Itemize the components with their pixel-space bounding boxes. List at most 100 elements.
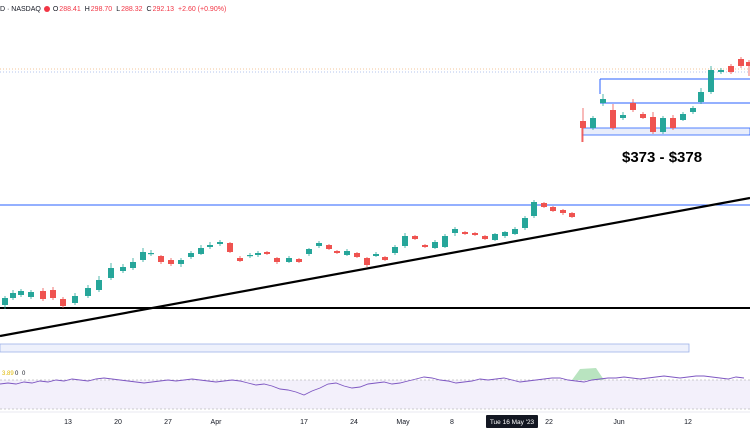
candle-body (442, 236, 448, 247)
candle-body (650, 117, 656, 132)
candle-body (264, 252, 270, 254)
indicator-label-c: 0 (22, 371, 26, 377)
candle-body (286, 258, 292, 262)
candle-body (531, 202, 537, 216)
candle-body (680, 114, 686, 120)
range-box-bottom (0, 343, 690, 353)
candle-body (140, 252, 146, 260)
candle-body (158, 256, 164, 262)
candle-body (198, 248, 204, 254)
candle-body (40, 291, 46, 299)
candle-body (326, 245, 332, 249)
candle-body (85, 288, 91, 296)
x-tick-label: 13 (64, 419, 72, 426)
candle-body (502, 232, 508, 236)
candle-body (50, 290, 56, 298)
candle-body (60, 299, 66, 306)
price-range-annotation: $373 - $378 (622, 149, 702, 166)
candle-body (354, 253, 360, 257)
close-label: C (146, 5, 152, 13)
candle-body (422, 245, 428, 247)
candle-body (522, 218, 528, 228)
candle-body (640, 114, 646, 118)
x-tick-label: 17 (300, 419, 308, 426)
x-tick-label: Jun (613, 419, 624, 426)
high-label: H (84, 5, 90, 13)
time-axis: 13 20 27 Apr 17 24 May 8 Tue 16 May '23 22 Jun 12 (64, 415, 692, 428)
candle-body (660, 118, 666, 132)
candle-body (432, 242, 438, 248)
candle-body (550, 207, 556, 211)
candle-body (364, 258, 370, 265)
low-label: L (116, 5, 121, 13)
candle-body (690, 108, 696, 112)
x-tick-label: 24 (350, 419, 358, 426)
candle-body (18, 291, 24, 295)
indicator-label-a: 3.89 (2, 371, 14, 377)
open-value: 288.41 (59, 5, 81, 13)
candle-body (402, 236, 408, 246)
candle-body (296, 259, 302, 262)
open-label: O (52, 5, 59, 13)
x-tick-label: May (396, 419, 410, 426)
candle-body (482, 236, 488, 239)
candle-body (120, 267, 126, 271)
candle-body (237, 258, 243, 261)
candle-body (306, 249, 312, 254)
candle-body (452, 229, 458, 233)
candle-body (738, 59, 744, 66)
candle-body (255, 253, 261, 255)
candle-body (512, 229, 518, 234)
candle-body (412, 236, 418, 239)
candle-body (2, 298, 8, 305)
candle-body (274, 258, 280, 262)
candle-body (227, 243, 233, 252)
candle-body (373, 254, 379, 256)
candle-body (392, 247, 398, 253)
candle-body (217, 242, 223, 244)
indicator-line (0, 375, 745, 396)
x-tick-label: 20 (114, 419, 122, 426)
candle-body (472, 233, 478, 235)
market-status-icon (43, 6, 50, 12)
x-tick-label: 27 (164, 419, 172, 426)
candle-body (630, 103, 636, 110)
candle-body (698, 92, 704, 102)
candle-body (541, 203, 547, 207)
trendline (0, 196, 750, 338)
x-tick-label: Tue 16 May '23 (490, 419, 535, 426)
candle-body (96, 280, 102, 290)
x-tick-label: 22 (545, 419, 553, 426)
indicator-overbought-fill (572, 368, 604, 380)
x-tick-label: Apr (211, 419, 223, 426)
candle-body (28, 292, 34, 297)
candle-body (580, 121, 586, 128)
candle-body (382, 257, 388, 260)
x-tick-label: 8 (450, 419, 454, 426)
close-value: 292.13 (152, 5, 175, 13)
chart-header: D · NASDAQ O 288.41 H 298.70 L 288.32 C … (0, 1, 226, 17)
candle-body (718, 70, 724, 72)
candle-body (708, 70, 714, 92)
candle-body (560, 210, 566, 213)
candle-body (207, 245, 213, 247)
crosshair-date-badge (486, 415, 538, 428)
candle-body (316, 243, 322, 246)
candle-body (247, 255, 253, 257)
low-value: 288.32 (121, 5, 143, 13)
candle-body (492, 234, 498, 240)
candle-body (569, 213, 575, 217)
candle-body (10, 293, 16, 298)
candle-body (168, 260, 174, 264)
candle-body (344, 251, 350, 255)
candle-body (108, 268, 114, 278)
candle-body (130, 262, 136, 268)
candle-body (670, 118, 676, 128)
candle-body (178, 260, 184, 264)
indicator-label-b: 0 (15, 371, 19, 377)
candle-body (590, 118, 596, 128)
candle-body (610, 110, 616, 128)
high-value: 298.70 (90, 5, 113, 13)
candle-body (728, 66, 734, 72)
